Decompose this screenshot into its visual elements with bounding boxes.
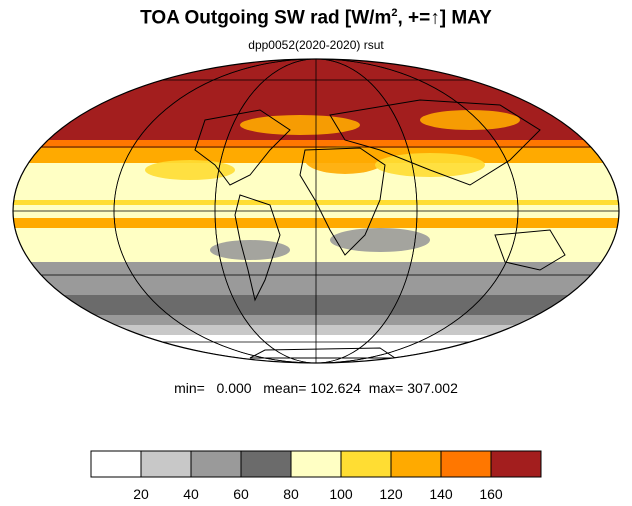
colorbar-swatch [340,450,392,478]
graticule [13,59,619,363]
colorbar-tick-label: 60 [233,486,249,502]
map-border [12,58,620,364]
mean-label: mean= [263,380,307,396]
colorbar-tick-label: 40 [183,486,199,502]
continent-outline [234,194,281,302]
min-value: 0.000 [216,380,252,396]
continent-outline [299,147,386,256]
statistics-line: min= 0.000 mean= 102.624 max= 307.002 [0,380,632,396]
continent-outline [194,109,291,186]
continent-outline [329,99,541,186]
mean-value: 102.624 [310,380,361,396]
colorbar-swatch [240,450,292,478]
colorbar-tick-label: 160 [479,486,503,502]
min-label: min= [174,380,205,396]
colorbar-tick-label: 100 [329,486,353,502]
max-value: 307.002 [407,380,458,396]
colorbar-swatch [140,450,192,478]
colorbar-swatch [290,450,342,478]
field-region [145,160,235,180]
colorbar-swatch [490,450,542,478]
colorbar-swatch [440,450,492,478]
colorbar-tick-label: 120 [379,486,403,502]
colorbar-tick-label: 80 [283,486,299,502]
colorbar-swatch [190,450,242,478]
continent-outline [494,229,566,271]
field-region [210,240,290,260]
title-main: TOA Outgoing SW rad [W/m [140,7,392,29]
colorbar-tick-label: 20 [133,486,149,502]
colorbar-swatch [90,450,142,478]
field-region [420,110,520,130]
title-suffix: , +=↑] MAY [397,7,492,29]
colorbar-tick-label: 140 [429,486,453,502]
max-label: max= [368,380,404,396]
colorbar-swatch [390,450,442,478]
chart-title: TOA Outgoing SW rad [W/m2, +=↑] MAY [0,7,632,29]
title-superscript: 2 [391,7,398,19]
chart-subtitle: dpp0052(2020-2020) rsut [248,38,384,52]
field-region [305,146,385,174]
field-region [240,115,360,135]
field-region [330,228,430,252]
